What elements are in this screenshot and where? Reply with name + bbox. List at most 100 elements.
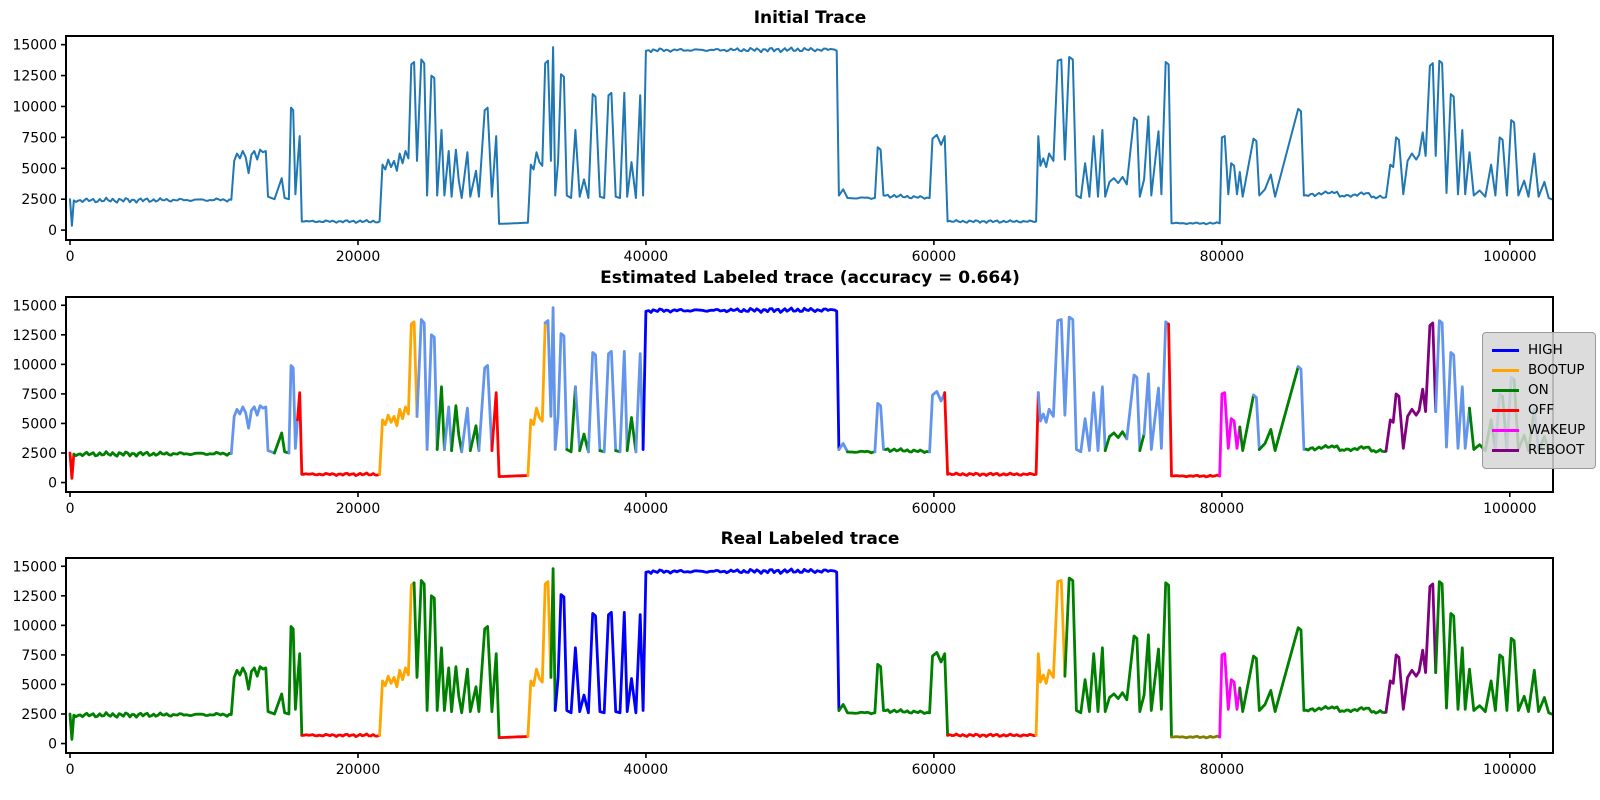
trace-segment-orange (526, 580, 553, 738)
trace-segment-red (1167, 322, 1222, 479)
y-tick-label: 7500 (21, 130, 57, 146)
trace-segment-green (1304, 444, 1388, 454)
x-tick-label: 20000 (336, 762, 381, 778)
legend-line-on (1492, 389, 1519, 392)
trace-segment-cornflower (229, 404, 276, 455)
trace-segment-cornflower (1252, 393, 1261, 451)
y-tick-label: 12500 (12, 69, 57, 85)
legend-item-reboot: REBOOT (1492, 441, 1585, 460)
trace-segment-orange (378, 320, 419, 476)
x-tick-label: 100000 (1483, 501, 1536, 517)
trace-segment-cornflower (460, 406, 472, 454)
trace-segment-cornflower (287, 364, 299, 455)
x-tick-label: 40000 (624, 249, 669, 265)
y-tick-label: 0 (48, 223, 57, 239)
trace-segment-cornflower (618, 350, 629, 454)
y-tick-label: 7500 (21, 648, 57, 664)
trace-segment-green (1238, 626, 1388, 715)
y-tick-label: 12500 (12, 589, 57, 605)
legend: HIGH BOOTUP ON OFF WAKEUP REBOOT (1482, 332, 1597, 469)
trace-segment-green (273, 431, 291, 455)
y-tick-label: 10000 (12, 618, 57, 634)
axes-spines (65, 35, 1554, 241)
trace-segment-cornflower (1036, 315, 1107, 454)
x-tick-label: 80000 (1200, 762, 1245, 778)
y-tick-label: 2500 (21, 707, 57, 723)
y-tick-label: 10000 (12, 357, 57, 373)
trace-segment-green (435, 385, 446, 451)
trace-segment-purple (1384, 582, 1438, 714)
legend-label-off: OFF (1528, 401, 1555, 418)
legend-label-bootup: BOOTUP (1528, 361, 1585, 378)
trace-segment-magenta (1218, 652, 1242, 739)
trace-segment-cornflower (1142, 320, 1170, 451)
trace-segment-green (1138, 432, 1146, 452)
x-tick-label: 80000 (1200, 249, 1245, 265)
trace-segment-cornflower (1434, 319, 1471, 450)
trace-segment-green (68, 625, 304, 741)
trace-segment-green (412, 579, 501, 739)
x-tick-label: 60000 (912, 501, 957, 517)
trace-segment-magenta (1218, 391, 1242, 478)
trace-segment-cornflower (837, 442, 849, 454)
trace-segment-cornflower (543, 306, 569, 451)
trace-segment-green (450, 404, 464, 454)
trace-segment-green (72, 450, 233, 458)
x-tick-label: 20000 (336, 501, 381, 517)
legend-label-reboot: REBOOT (1528, 441, 1585, 458)
legend-item-off: OFF (1492, 401, 1585, 420)
x-tick-label: 100000 (1483, 762, 1536, 778)
subplot-title-estimated: Estimated Labeled trace (accuracy = 0.66… (600, 268, 1020, 288)
trace-segment-orange (378, 581, 416, 737)
legend-label-on: ON (1528, 381, 1549, 398)
trace-segment-cornflower (587, 351, 602, 454)
trace-segment-green (468, 424, 481, 452)
trace-segment-green (1063, 576, 1173, 739)
legend-line-wakeup (1492, 429, 1519, 432)
legend-item-on: ON (1492, 381, 1585, 400)
x-tick-label: 0 (66, 762, 75, 778)
y-tick-label: 5000 (21, 161, 57, 177)
trace-segment-cornflower (443, 405, 453, 452)
trace-segment-green (1103, 430, 1129, 452)
y-tick-label: 5000 (21, 677, 57, 693)
trace-segment-cornflower (415, 318, 439, 451)
legend-line-off (1492, 409, 1519, 412)
trace-segment-green (846, 449, 877, 455)
trace-segment-red (68, 451, 76, 480)
y-tick-label: 15000 (12, 298, 57, 314)
x-tick-label: 60000 (912, 762, 957, 778)
legend-line-high (1492, 349, 1519, 352)
trace-segment-cornflower (873, 402, 888, 454)
trace-segment-green (578, 432, 590, 454)
trace-segment-cornflower (1125, 373, 1142, 452)
legend-line-reboot (1492, 449, 1519, 452)
trace-segment-green (565, 385, 577, 454)
y-tick-label: 5000 (21, 416, 57, 432)
y-tick-label: 10000 (12, 99, 57, 115)
trace-segment-orange (526, 321, 547, 477)
x-tick-label: 0 (66, 249, 75, 265)
trace-segment-olive (1170, 734, 1222, 740)
trace-segment-green (837, 651, 949, 737)
x-tick-label: 80000 (1200, 501, 1245, 517)
trace-segment-cornflower (634, 352, 645, 454)
trace-segment-blue (641, 306, 841, 451)
legend-label-wakeup: WAKEUP (1528, 421, 1586, 438)
trace-segment-red (943, 391, 1040, 477)
trace-segment-green (1434, 580, 1553, 716)
trace-segment-red (497, 735, 530, 739)
trace-segment-green (549, 567, 557, 712)
legend-item-wakeup: WAKEUP (1492, 421, 1585, 440)
y-tick-label: 15000 (12, 38, 57, 54)
subplot-2: 0 20000 40000 60000 80000 100000 0 2500 5000 7500… (12, 296, 1554, 517)
trace-segment-green (1238, 393, 1255, 452)
trace-segment-green (625, 416, 638, 454)
trace-segment-red (300, 732, 381, 738)
trace-segment-red (946, 732, 1038, 738)
x-tick-label: 0 (66, 501, 75, 517)
y-tick-label: 0 (48, 476, 57, 492)
x-tick-label: 40000 (624, 501, 669, 517)
